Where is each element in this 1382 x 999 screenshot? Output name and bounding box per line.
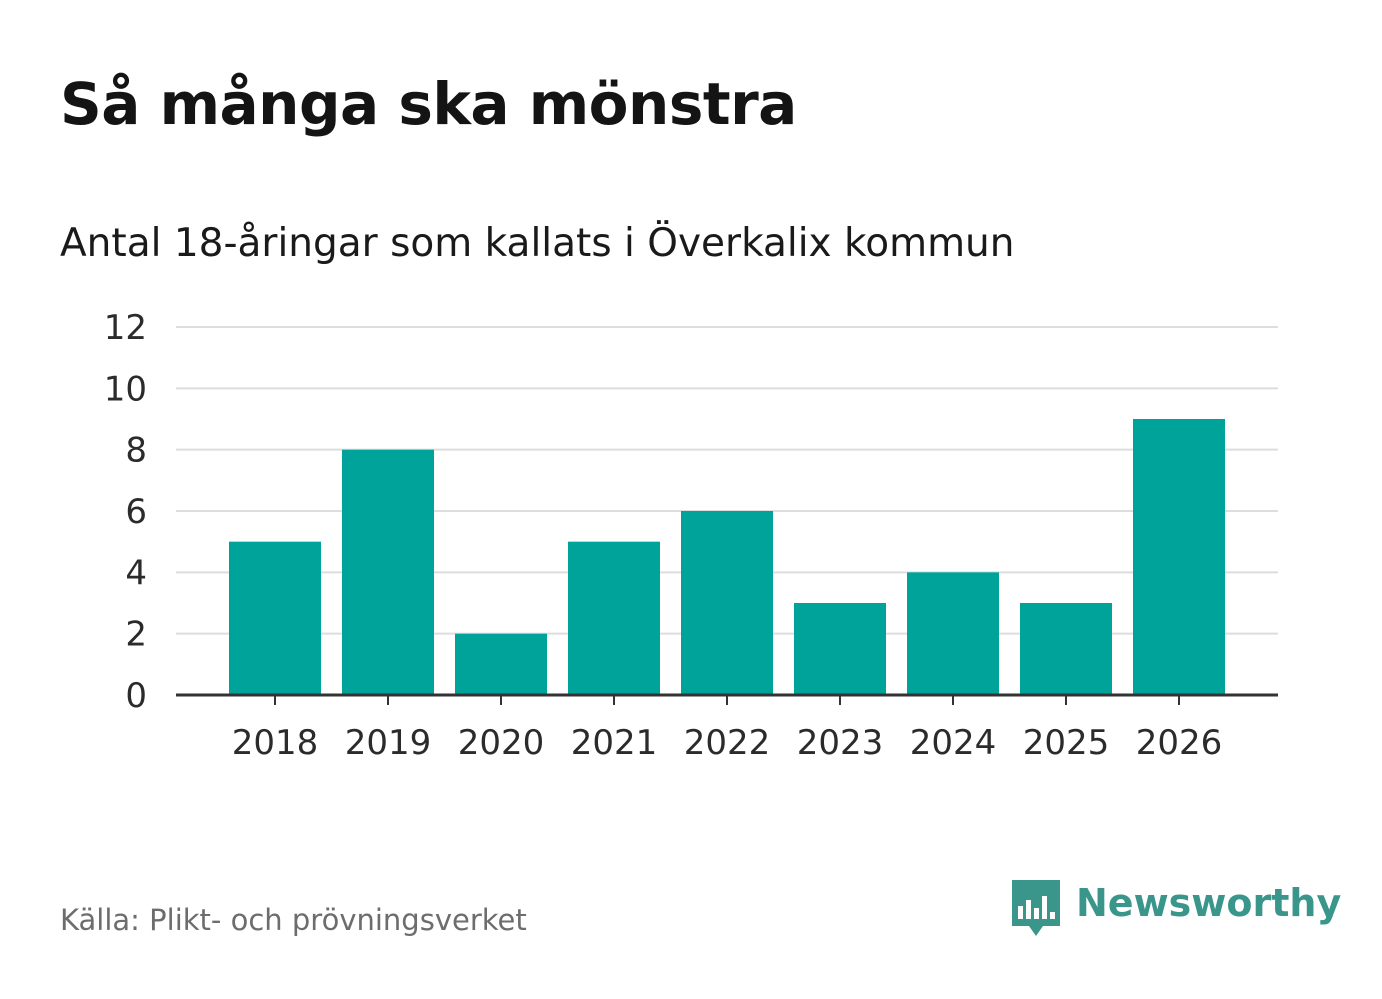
newsworthy-brand[interactable]: Newsworthy bbox=[1010, 878, 1341, 940]
bar-2024 bbox=[907, 572, 999, 695]
y-tick-label: 12 bbox=[104, 308, 147, 348]
y-tick-label: 6 bbox=[125, 492, 147, 532]
y-axis-labels: 0 2 4 6 8 10 12 bbox=[104, 308, 147, 716]
x-tick-label: 2018 bbox=[232, 723, 319, 763]
brand-name: Newsworthy bbox=[1076, 881, 1342, 925]
bar-2026 bbox=[1133, 419, 1225, 695]
x-tick-label: 2020 bbox=[458, 723, 545, 763]
x-tick-label: 2024 bbox=[910, 723, 997, 763]
bar-2018 bbox=[229, 541, 321, 695]
bar-2020 bbox=[455, 633, 547, 695]
y-tick-label: 10 bbox=[104, 369, 147, 409]
bar-2022 bbox=[681, 511, 773, 695]
y-tick-label: 4 bbox=[125, 553, 147, 593]
x-axis-ticks bbox=[274, 695, 1180, 705]
newsworthy-logo-icon bbox=[1012, 880, 1060, 936]
bars bbox=[229, 419, 1225, 695]
y-tick-label: 2 bbox=[125, 615, 147, 655]
x-tick-label: 2026 bbox=[1136, 723, 1223, 763]
source-note: Källa: Plikt- och prövningsverket bbox=[60, 903, 527, 937]
bar-2025 bbox=[1020, 603, 1112, 695]
chart-title: Så många ska mönstra bbox=[60, 70, 797, 138]
x-tick-label: 2021 bbox=[571, 723, 658, 763]
bar-2023 bbox=[794, 603, 886, 695]
y-tick-label: 8 bbox=[125, 431, 147, 471]
x-tick-label: 2023 bbox=[797, 723, 884, 763]
x-tick-label: 2022 bbox=[684, 723, 771, 763]
x-axis-labels: 2018 2019 2020 2021 2022 2023 2024 2025 2026 bbox=[232, 723, 1223, 763]
bar-2021 bbox=[568, 541, 660, 695]
chart-subtitle: Antal 18-åringar som kallats i Överkalix… bbox=[60, 221, 1015, 266]
x-tick-label: 2019 bbox=[345, 723, 432, 763]
y-tick-label: 0 bbox=[125, 676, 147, 716]
bar-2019 bbox=[342, 449, 434, 695]
x-tick-label: 2025 bbox=[1023, 723, 1110, 763]
